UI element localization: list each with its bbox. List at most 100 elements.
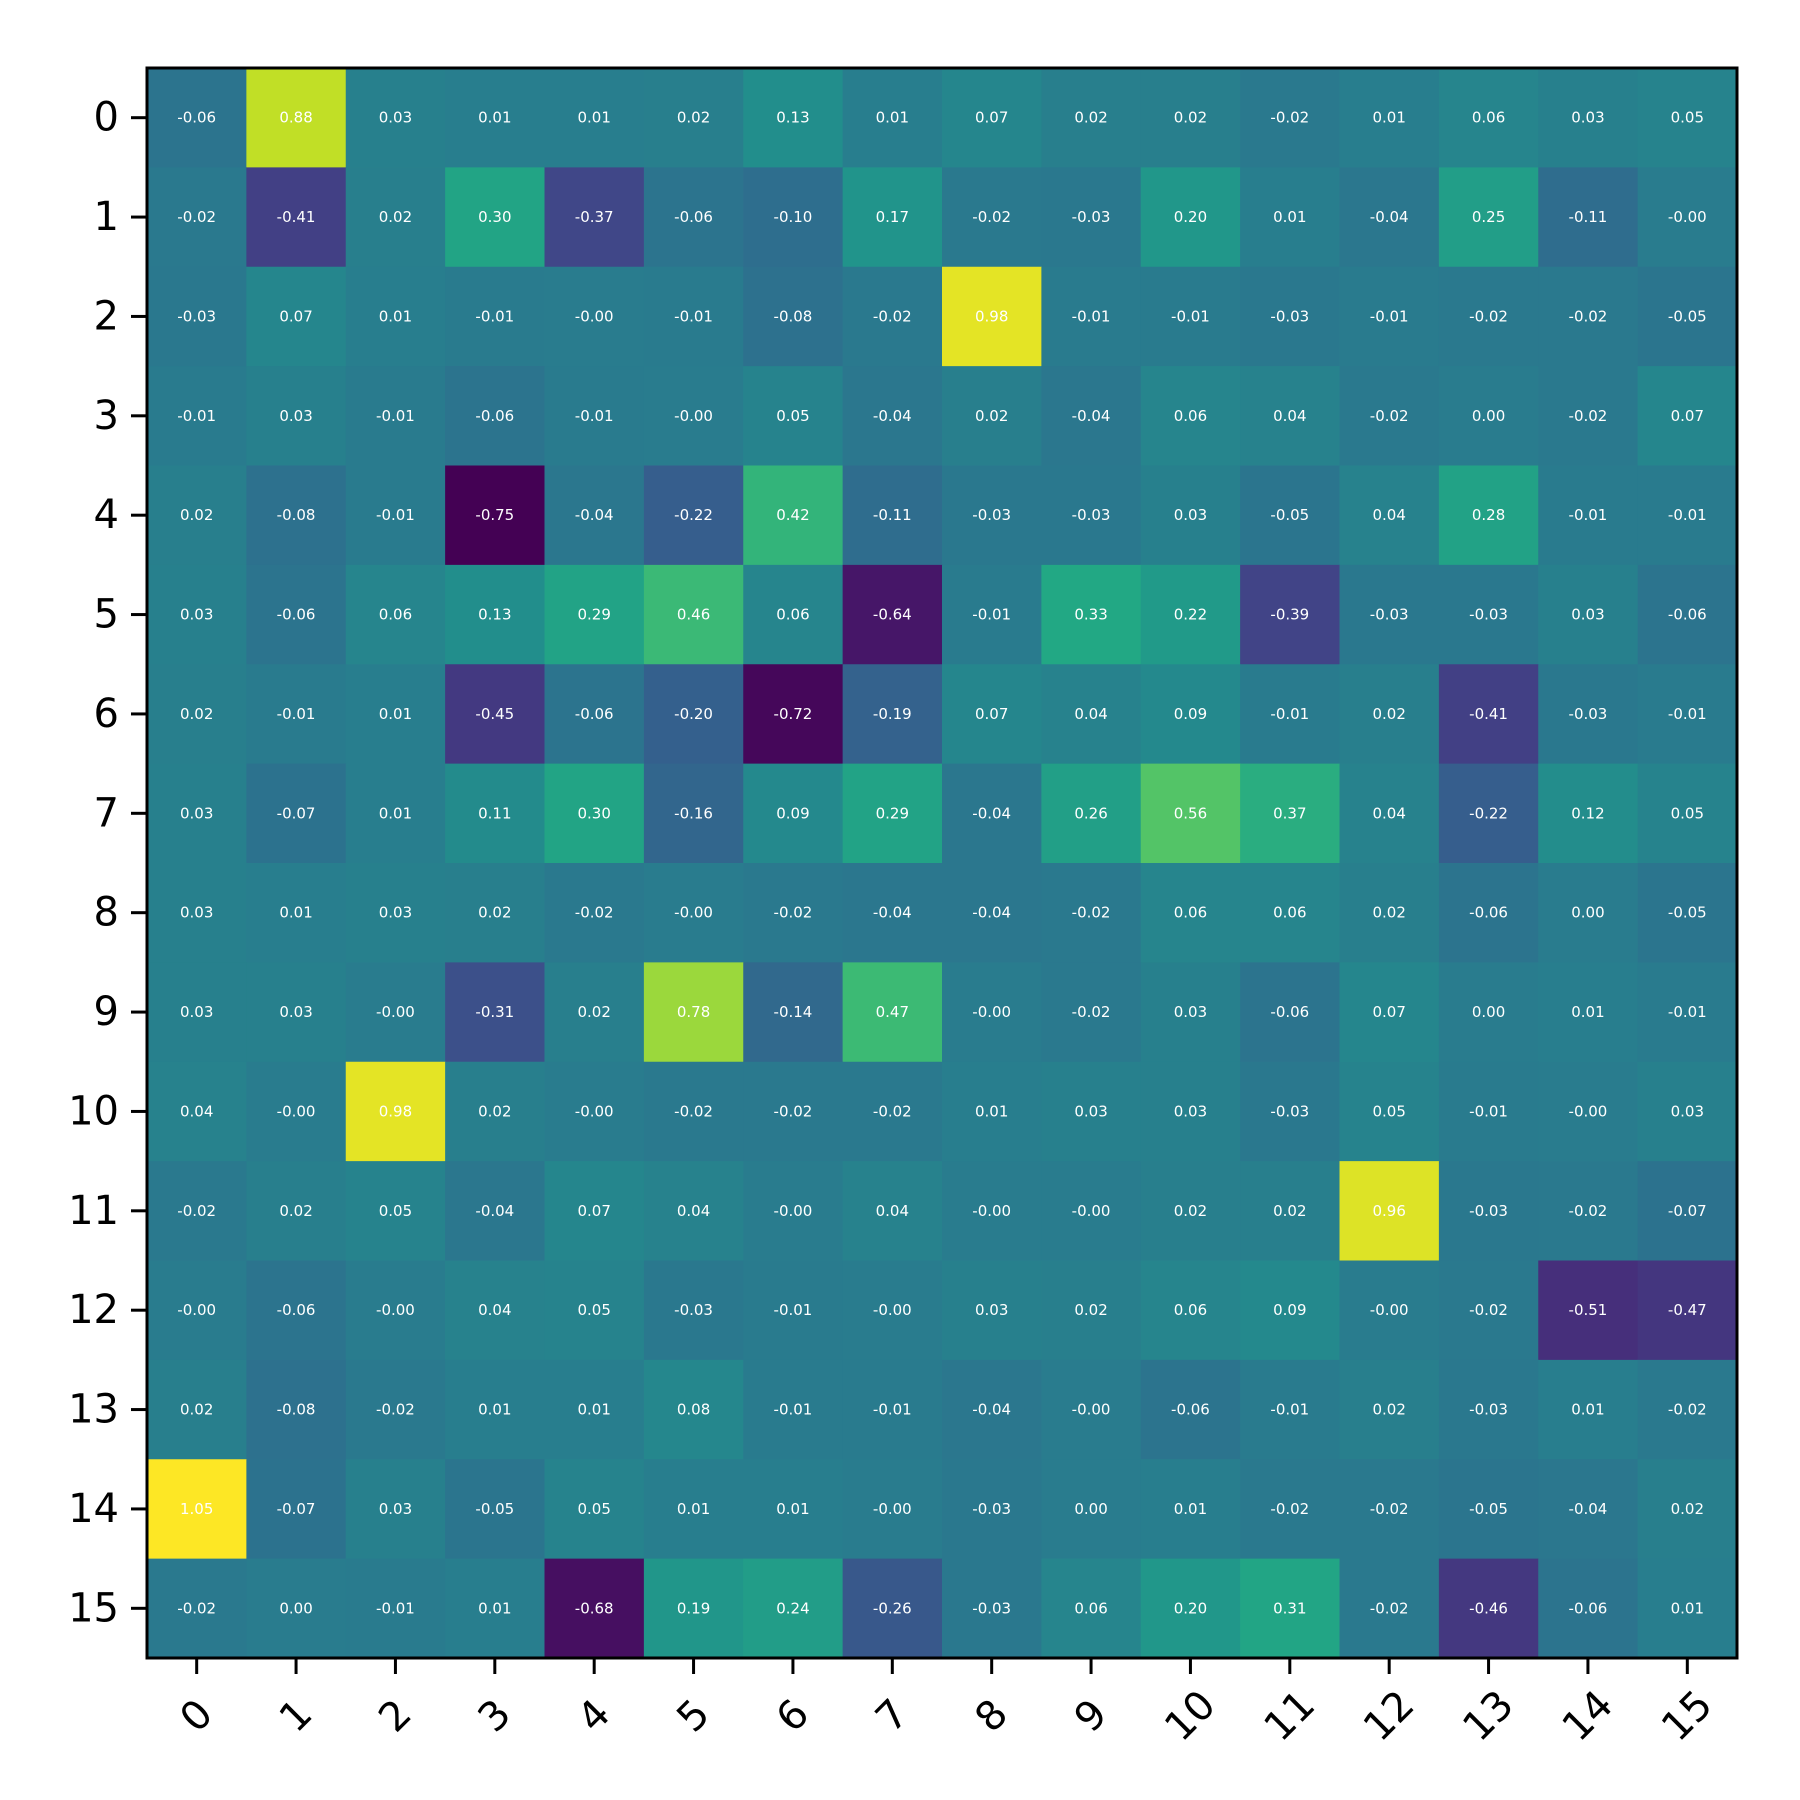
cell-value-label-0-0: -0.06: [177, 109, 216, 127]
heatmap-cell-12-6: [743, 1260, 844, 1361]
heatmap-cell-10-2: [345, 1061, 446, 1162]
cell-value-label-13-5: 0.08: [677, 1401, 710, 1419]
cell-value-label-0-8: 0.07: [975, 109, 1008, 127]
cell-value-label-5-12: -0.03: [1370, 606, 1409, 624]
heatmap-cell-2-15: [1637, 266, 1738, 367]
cell-value-label-9-9: -0.02: [1072, 1003, 1111, 1021]
cell-value-label-11-6: -0.00: [774, 1202, 813, 1220]
heatmap-cell-14-0: [147, 1459, 247, 1560]
cell-value-label-3-12: -0.02: [1370, 407, 1409, 425]
heatmap-cell-7-11: [1240, 763, 1340, 864]
cell-value-label-14-6: 0.01: [776, 1500, 809, 1518]
cell-value-label-4-0: 0.02: [180, 506, 213, 524]
cell-value-label-8-9: -0.02: [1072, 904, 1111, 922]
cell-value-label-3-2: -0.01: [376, 407, 415, 425]
cell-value-label-2-6: -0.08: [774, 307, 813, 325]
heatmap-cell-15-15: [1637, 1558, 1738, 1659]
cell-value-label-8-0: 0.03: [180, 904, 213, 922]
heatmap-cell-13-9: [1041, 1359, 1142, 1460]
heatmap-cell-1-1: [246, 167, 347, 268]
heatmap-cell-15-11: [1240, 1558, 1340, 1659]
heatmap-cell-9-0: [147, 962, 247, 1063]
heatmap-cell-3-14: [1538, 366, 1639, 466]
heatmap-cell-4-6: [743, 465, 844, 566]
cell-value-label-14-15: 0.02: [1671, 1500, 1704, 1518]
x-tick-label-10: 10: [1156, 1682, 1225, 1751]
heatmap-cell-3-5: [643, 366, 744, 466]
cell-value-label-13-12: 0.02: [1372, 1401, 1405, 1419]
heatmap-cell-0-15: [1637, 68, 1738, 168]
cell-value-label-10-12: 0.05: [1372, 1102, 1405, 1120]
cell-value-label-5-3: 0.13: [478, 606, 511, 624]
cell-value-label-9-7: 0.47: [876, 1003, 909, 1021]
cell-value-label-9-4: 0.02: [577, 1003, 610, 1021]
heatmap-cell-15-5: [643, 1558, 744, 1659]
cell-value-label-15-14: -0.06: [1569, 1599, 1608, 1617]
heatmap-cell-14-5: [643, 1459, 744, 1560]
heatmap-cell-7-1: [246, 763, 347, 864]
cell-value-label-4-12: 0.04: [1372, 506, 1405, 524]
cell-value-label-15-6: 0.24: [776, 1599, 809, 1617]
heatmap-cell-13-12: [1339, 1359, 1440, 1460]
cell-value-label-6-7: -0.19: [873, 705, 912, 723]
cell-value-label-11-7: 0.04: [876, 1202, 909, 1220]
x-tick-label-15: 15: [1653, 1682, 1722, 1751]
cell-value-label-15-7: -0.26: [873, 1599, 912, 1617]
heatmap-cell-6-4: [544, 664, 645, 765]
heatmap-cell-5-8: [942, 564, 1042, 665]
heatmap-cell-12-11: [1240, 1260, 1340, 1361]
heatmap-cell-5-1: [246, 564, 347, 665]
heatmap-cell-8-13: [1438, 863, 1539, 963]
heatmap-cell-7-0: [147, 763, 247, 864]
cell-value-label-9-5: 0.78: [677, 1003, 710, 1021]
cell-value-label-9-12: 0.07: [1372, 1003, 1405, 1021]
cell-value-label-6-12: 0.02: [1372, 705, 1405, 723]
cell-value-label-4-15: -0.01: [1668, 506, 1707, 524]
plot-frame: [145, 66, 1739, 1660]
heatmap-cell-7-3: [445, 763, 545, 864]
heatmap-cell-3-15: [1637, 366, 1738, 466]
cell-value-label-5-8: -0.01: [972, 606, 1011, 624]
cell-value-label-14-11: -0.02: [1270, 1500, 1309, 1518]
heatmap-cell-11-4: [544, 1161, 645, 1261]
heatmap-cell-3-7: [842, 366, 943, 466]
heatmap-cell-5-9: [1041, 564, 1142, 665]
heatmap-cell-6-5: [643, 664, 744, 765]
heatmap-cell-2-14: [1538, 266, 1639, 367]
cell-value-label-4-7: -0.11: [873, 506, 912, 524]
heatmap-cell-9-11: [1240, 962, 1340, 1063]
cell-value-label-6-3: -0.45: [475, 705, 514, 723]
heatmap-cell-0-0: [147, 68, 247, 168]
cell-value-label-3-7: -0.04: [873, 407, 912, 425]
cell-value-label-0-12: 0.01: [1372, 109, 1405, 127]
x-tick-label-14: 14: [1554, 1682, 1623, 1751]
heatmap-cell-3-0: [147, 366, 247, 466]
cell-value-label-10-5: -0.02: [674, 1102, 713, 1120]
cell-value-label-8-12: 0.02: [1372, 904, 1405, 922]
heatmap-cell-0-1: [246, 68, 347, 168]
cell-value-label-13-6: -0.01: [774, 1401, 813, 1419]
cell-value-label-12-6: -0.01: [774, 1301, 813, 1319]
heatmap-cell-8-4: [544, 863, 645, 963]
heatmap-cell-15-14: [1538, 1558, 1639, 1659]
cell-value-label-8-7: -0.04: [873, 904, 912, 922]
cell-value-label-4-9: -0.03: [1072, 506, 1111, 524]
x-tick-label-13: 13: [1454, 1682, 1523, 1751]
cell-value-label-12-11: 0.09: [1273, 1301, 1306, 1319]
cell-value-label-6-0: 0.02: [180, 705, 213, 723]
cell-value-label-2-14: -0.02: [1569, 307, 1608, 325]
cell-value-label-1-7: 0.17: [876, 208, 909, 226]
x-tick-label-9: 9: [1066, 1691, 1117, 1742]
cell-value-label-1-12: -0.04: [1370, 208, 1409, 226]
heatmap-cell-5-4: [544, 564, 645, 665]
cell-value-label-5-14: 0.03: [1571, 606, 1604, 624]
cell-value-label-1-3: 0.30: [478, 208, 511, 226]
heatmap-cell-9-3: [445, 962, 545, 1063]
heatmap-cell-8-14: [1538, 863, 1639, 963]
cell-value-label-7-15: 0.05: [1671, 804, 1704, 822]
heatmap-cell-11-14: [1538, 1161, 1639, 1261]
heatmap-cell-8-10: [1140, 863, 1241, 963]
cell-value-label-9-1: 0.03: [279, 1003, 312, 1021]
heatmap-cell-10-12: [1339, 1061, 1440, 1162]
heatmap-cell-4-15: [1637, 465, 1738, 566]
